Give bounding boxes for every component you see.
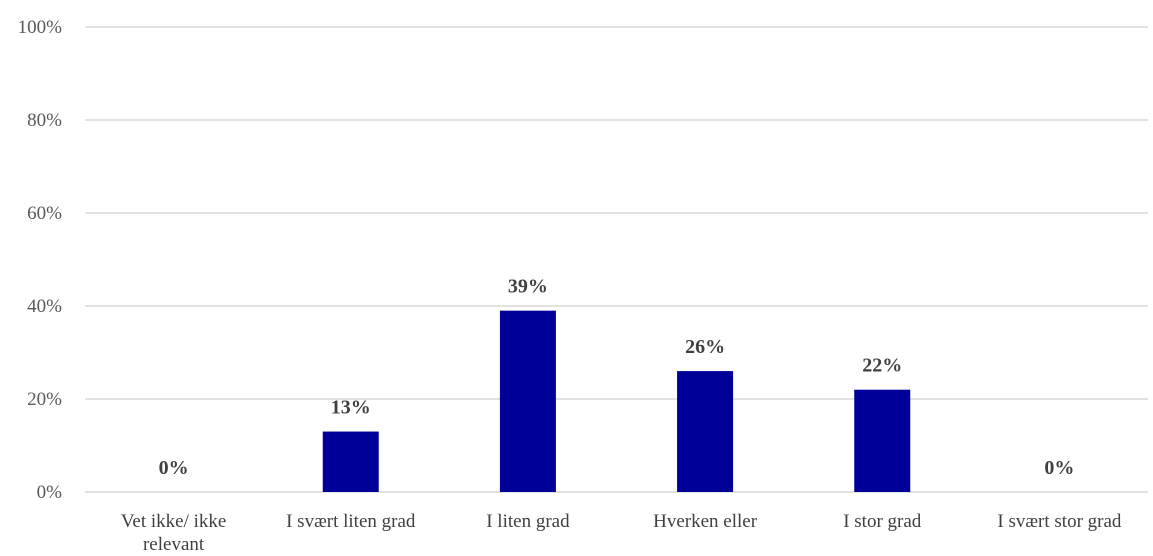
bar: [854, 389, 911, 492]
category-label-line: I svært stor grad: [997, 511, 1122, 532]
bar: [322, 431, 379, 492]
x-axis-category-labels: Vet ikke/ ikke relevant I svært liten grad…: [121, 511, 1122, 555]
y-tick-label: 40%: [27, 296, 62, 317]
bars: [322, 310, 911, 492]
category-label: I svært stor grad: [997, 511, 1122, 532]
data-labels: 0% 13% 39% 26% 22% 0%: [159, 276, 1075, 479]
category-label: I liten grad: [486, 511, 570, 532]
y-tick-label: 100%: [18, 17, 63, 38]
y-tick-label: 60%: [27, 203, 62, 224]
bar: [677, 371, 734, 492]
data-label: 0%: [159, 457, 189, 479]
data-label: 13%: [331, 397, 371, 419]
category-label: I svært liten grad: [286, 511, 416, 532]
data-label: 39%: [508, 276, 548, 298]
data-label: 0%: [1044, 457, 1074, 479]
gridlines: [85, 26, 1148, 493]
category-label: Hverken eller: [653, 511, 758, 532]
bar: [499, 310, 556, 492]
y-tick-label: 80%: [27, 110, 62, 131]
category-label-line: I svært liten grad: [286, 511, 416, 532]
category-label: Vet ikke/ ikke relevant: [121, 511, 227, 555]
data-label: 22%: [862, 355, 902, 377]
category-label-line: Vet ikke/ ikke: [121, 511, 227, 532]
category-label-line: I liten grad: [486, 511, 570, 532]
y-tick-label: 0%: [37, 482, 63, 503]
y-axis-tick-labels: 0% 20% 40% 60% 80% 100%: [18, 17, 63, 503]
data-label: 26%: [685, 336, 725, 358]
category-label-line: Hverken eller: [653, 511, 758, 532]
y-tick-label: 20%: [27, 389, 62, 410]
category-label-line: I stor grad: [843, 511, 922, 532]
category-label-line: relevant: [143, 534, 205, 555]
category-label: I stor grad: [843, 511, 922, 532]
